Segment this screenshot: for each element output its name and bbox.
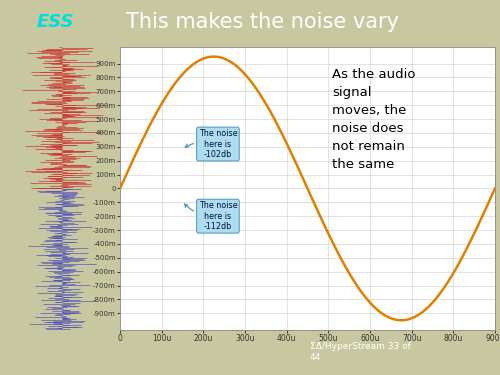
Text: The noise
here is
-102db: The noise here is -102db bbox=[185, 129, 237, 159]
Text: This makes the noise vary: This makes the noise vary bbox=[126, 12, 398, 32]
Text: ΣΔ/HyperStream 33 of
44: ΣΔ/HyperStream 33 of 44 bbox=[310, 342, 411, 362]
Text: ESS: ESS bbox=[36, 13, 74, 31]
Text: As the audio
signal
moves, the
noise does
not remain
the same: As the audio signal moves, the noise doe… bbox=[332, 68, 416, 171]
Text: The noise
here is
-112db: The noise here is -112db bbox=[184, 201, 237, 231]
